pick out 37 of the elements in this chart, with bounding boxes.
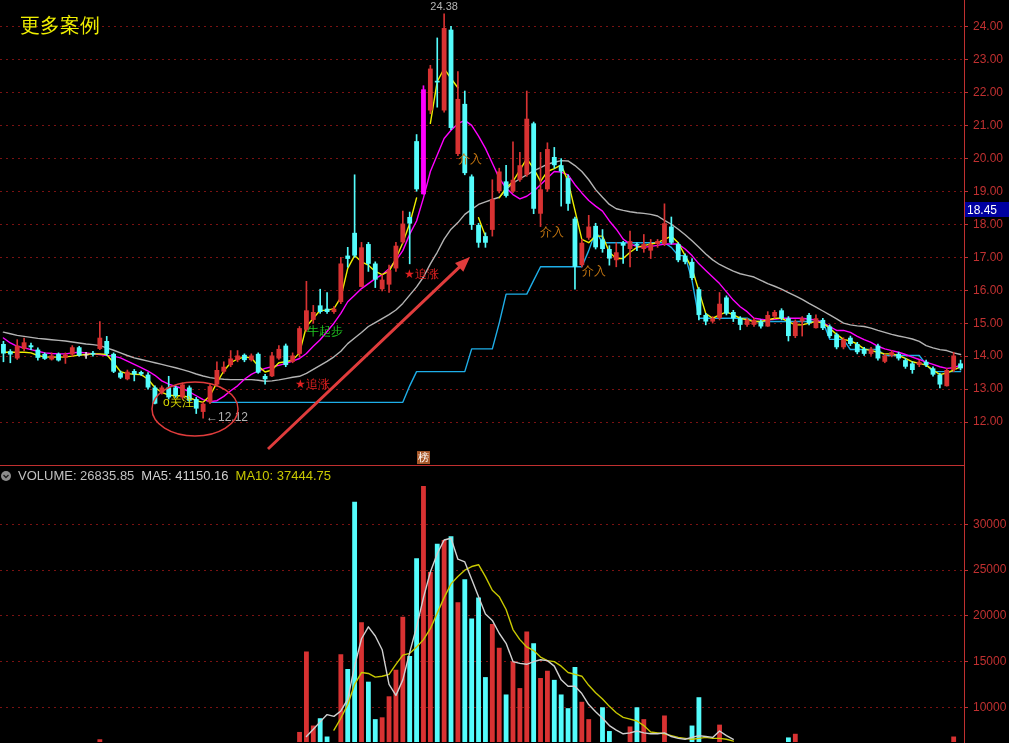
y-tick-label: 20000: [973, 608, 1007, 623]
annotation: 介入: [539, 225, 564, 240]
y-tick-label: 20.00: [973, 150, 1004, 165]
y-tick-label: 17.00: [973, 249, 1004, 264]
candlestick: [345, 247, 351, 268]
text: 更多案例: [20, 14, 100, 37]
candlestick: [131, 369, 137, 382]
y-tick-label: 15.00: [973, 315, 1004, 330]
annotation: 24.38: [430, 0, 458, 13]
candlestick: [407, 211, 413, 265]
y-tick-label: 21.00: [973, 117, 1004, 132]
y-tick-label: 13.00: [973, 381, 1004, 396]
annotation: 榜: [417, 451, 429, 464]
candlestick: [620, 241, 626, 264]
text: 18.45: [967, 202, 998, 217]
y-tick-label: 14.00: [973, 348, 1004, 363]
y-tick-label: 25000: [973, 562, 1007, 577]
y-tick-label: 18.00: [973, 216, 1004, 231]
y-tick-label: 22.00: [973, 84, 1004, 99]
candlestick: [641, 234, 647, 253]
candlestick: [634, 242, 640, 251]
chart-title: VOLUME: 26835.85: [18, 468, 135, 484]
y-tick-label: 24.00: [973, 18, 1004, 33]
annotation: o关注: [162, 394, 194, 409]
y-tick-label: 19.00: [973, 183, 1004, 198]
y-tick-label: 15000: [973, 653, 1007, 668]
text: MA10: 37444.75: [235, 468, 331, 484]
y-tick-label: 12.00: [973, 414, 1004, 429]
annotation: ★追涨: [294, 376, 330, 391]
text: MA5: 41150.16: [141, 468, 229, 484]
annotation: 介入: [582, 263, 607, 278]
candlestick: [558, 158, 564, 207]
y-tick-label: 16.00: [973, 282, 1004, 297]
y-tick-label: 23.00: [973, 51, 1004, 66]
y-tick-label: 10000: [973, 699, 1007, 714]
candlestick: [799, 316, 805, 337]
y-tick-label: 30000: [973, 516, 1007, 531]
